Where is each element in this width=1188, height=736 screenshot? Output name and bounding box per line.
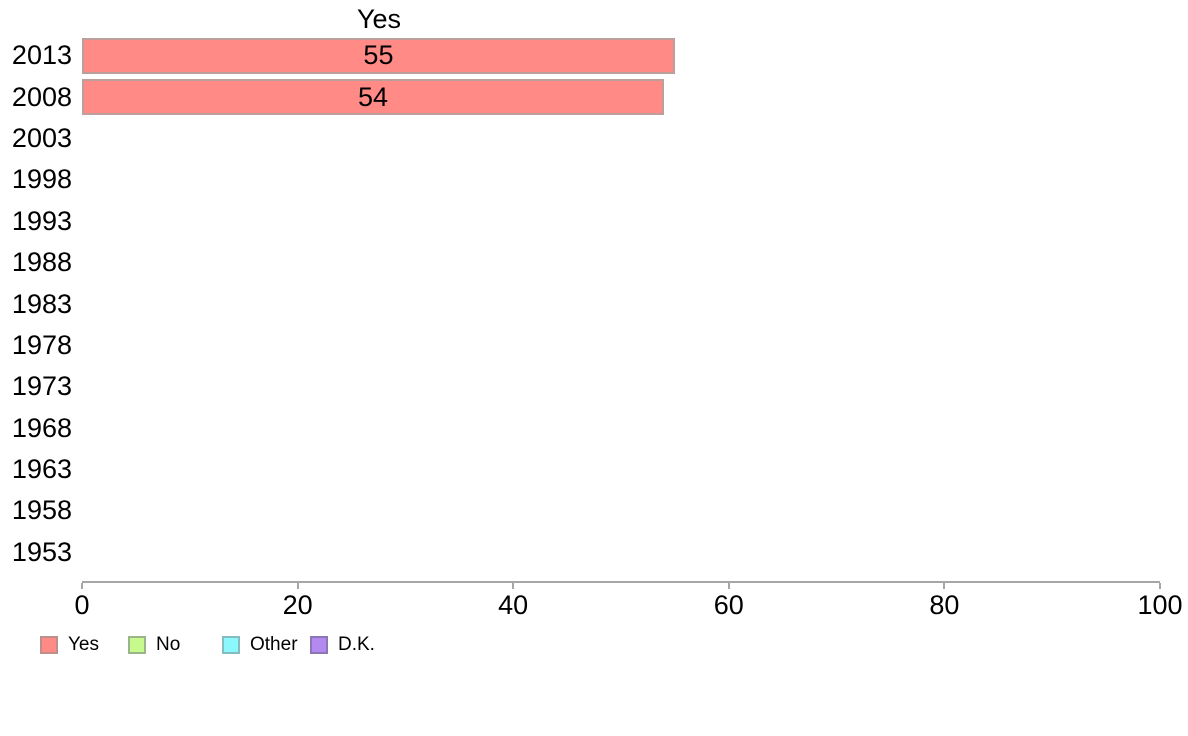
bar-track xyxy=(82,286,1160,322)
y-axis-label: 1958 xyxy=(11,495,72,526)
legend-label: No xyxy=(156,634,181,655)
y-axis-label: 1998 xyxy=(11,164,72,195)
chart-row: 1998 xyxy=(0,159,1188,200)
bar-track xyxy=(82,245,1160,281)
y-axis-label: 1978 xyxy=(11,329,72,360)
chart-row: 1973 xyxy=(0,366,1188,407)
y-axis-label: 1963 xyxy=(11,454,72,485)
chart-row: 1953 xyxy=(0,532,1188,573)
x-tick-label: 60 xyxy=(713,590,744,620)
tick-mark xyxy=(943,583,946,589)
bar-track xyxy=(82,534,1160,570)
y-axis-label: 1968 xyxy=(11,412,72,443)
legend-item-yes: Yes xyxy=(40,635,99,654)
chart-row: 1983 xyxy=(0,283,1188,324)
tick-mark xyxy=(1159,583,1161,589)
legend-swatch-other xyxy=(222,635,240,654)
bar-track xyxy=(82,493,1160,529)
y-axis-label: 1993 xyxy=(11,205,72,236)
x-tick-label: 80 xyxy=(929,590,960,620)
chart-row: 2003 xyxy=(0,118,1188,159)
x-axis: 0 20 40 60 80 100 xyxy=(74,581,1183,619)
chart-row: 1958 xyxy=(0,490,1188,531)
chart-row: 2008 54 xyxy=(0,76,1188,117)
legend-label: Other xyxy=(250,634,298,655)
legend-swatch-dk xyxy=(310,635,328,654)
tick-mark xyxy=(81,583,83,589)
legend-item-dk: D.K. xyxy=(310,635,375,654)
chart-title: Yes xyxy=(356,4,402,34)
legend-item-no: No xyxy=(128,635,180,654)
chart-row: 1963 xyxy=(0,449,1188,490)
bar-track xyxy=(82,369,1160,405)
bar-track xyxy=(82,327,1160,363)
chart-row: 1968 xyxy=(0,408,1188,449)
bar-track xyxy=(82,120,1160,156)
bar-track xyxy=(82,452,1160,488)
x-tick-label: 20 xyxy=(282,590,313,620)
legend-item-other: Other xyxy=(222,635,298,654)
tick-mark xyxy=(512,583,515,589)
chart-row: 1978 xyxy=(0,325,1188,366)
y-axis-label: 1983 xyxy=(11,288,72,319)
y-axis-label: 2008 xyxy=(11,81,72,112)
y-axis-label: 1988 xyxy=(11,247,72,278)
legend-label: D.K. xyxy=(338,634,375,655)
x-tick-label: 40 xyxy=(498,590,529,620)
legend-label: Yes xyxy=(68,634,99,655)
y-axis-label: 1953 xyxy=(11,536,72,567)
bar-track xyxy=(82,162,1160,198)
bar-value-label: 55 xyxy=(363,40,394,71)
y-axis-label: 1973 xyxy=(11,371,72,402)
bar-track: 54 xyxy=(82,79,1160,116)
bar: 54 xyxy=(82,79,665,116)
bar-track: 55 xyxy=(82,37,1160,74)
bar: 55 xyxy=(82,37,675,74)
chart-row: 1988 xyxy=(0,242,1188,283)
tick-mark xyxy=(296,583,299,589)
x-tick-label: 100 xyxy=(1137,590,1183,620)
legend-swatch-no xyxy=(128,635,146,654)
plot-area: 2013 55 2008 54 2003 1998 xyxy=(0,35,1188,573)
x-tick-label: 0 xyxy=(74,590,90,620)
y-axis-label: 2003 xyxy=(11,122,72,153)
y-axis-label: 2013 xyxy=(11,40,72,71)
legend: Yes No Other D.K. xyxy=(0,635,1188,655)
chart-row: 2013 55 xyxy=(0,35,1188,76)
bar-track xyxy=(82,203,1160,239)
bar-value-label: 54 xyxy=(358,81,389,112)
legend-swatch-yes xyxy=(40,635,58,654)
chart-row: 1993 xyxy=(0,201,1188,242)
bar-track xyxy=(82,410,1160,446)
tick-mark xyxy=(727,583,730,589)
